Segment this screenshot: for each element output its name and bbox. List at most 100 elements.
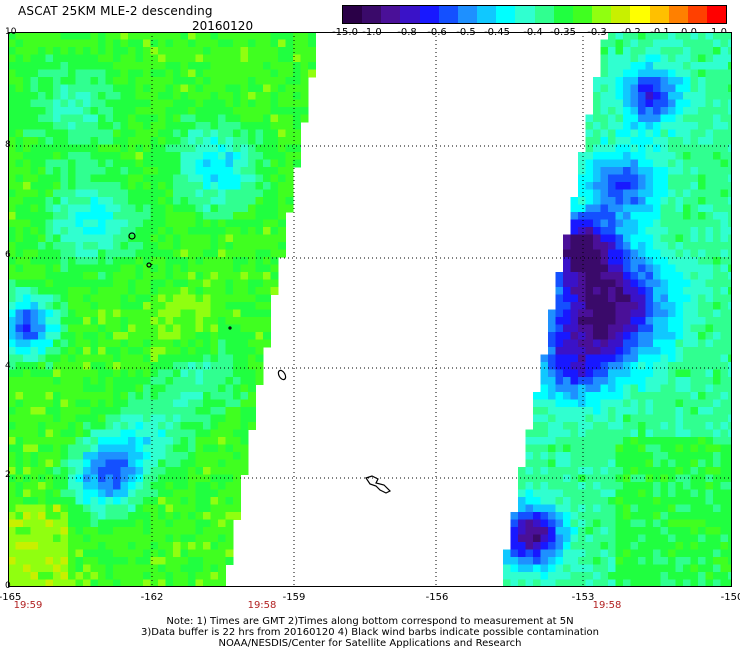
wind-cell (180, 197, 189, 205)
wind-cell (143, 557, 151, 565)
wind-cell (210, 54, 219, 63)
wind-cell (105, 144, 114, 153)
wind-cell (555, 527, 564, 535)
wind-cell (173, 549, 181, 558)
wind-cell (645, 399, 654, 408)
wind-cell (38, 512, 46, 520)
wind-cell (105, 294, 114, 303)
wind-cell (45, 504, 54, 513)
wind-cell (143, 219, 151, 228)
wind-cell (38, 489, 46, 498)
wind-cell (713, 579, 721, 587)
wind-cell (570, 444, 579, 453)
wind-cell (30, 317, 39, 325)
wind-cell (30, 459, 39, 468)
wind-cell (653, 564, 661, 573)
wind-cell (158, 459, 166, 468)
wind-cell (563, 414, 571, 423)
wind-cell (173, 347, 181, 355)
wind-cell (128, 482, 136, 490)
wind-cell (203, 459, 211, 468)
wind-cell (540, 497, 549, 505)
wind-cell (668, 489, 676, 498)
wind-cell (128, 542, 136, 550)
wind-cell (83, 452, 91, 460)
wind-cell (645, 422, 654, 430)
wind-cell (675, 287, 684, 295)
wind-cell (15, 242, 24, 250)
wind-cell (675, 242, 684, 250)
wind-cell (255, 369, 264, 378)
wind-cell (203, 287, 211, 295)
wind-cell (128, 204, 136, 213)
wind-cell (188, 519, 196, 528)
wind-cell (698, 459, 706, 468)
wind-cell (53, 437, 61, 445)
wind-cell (75, 369, 84, 378)
wind-cell (630, 234, 639, 243)
wind-cell (233, 204, 241, 213)
wind-cell (105, 347, 114, 355)
wind-cell (630, 519, 639, 528)
wind-cell (638, 174, 646, 183)
wind-cell (45, 414, 54, 423)
wind-cell (60, 54, 69, 63)
wind-cell (60, 429, 69, 438)
wind-cell (240, 414, 249, 423)
wind-cell (225, 167, 234, 175)
wind-cell (728, 339, 732, 348)
wind-cell (60, 579, 69, 587)
wind-cell (68, 414, 76, 423)
wind-cell (120, 579, 129, 587)
wind-cell (668, 84, 676, 93)
wind-cell (165, 302, 174, 310)
wind-cell (240, 84, 249, 93)
wind-cell (150, 174, 159, 183)
wind-cell (705, 504, 714, 513)
wind-cell (150, 452, 159, 460)
wind-cell (45, 564, 54, 573)
wind-cell (203, 399, 211, 408)
wind-cell (638, 242, 646, 250)
wind-cell (585, 204, 594, 213)
wind-cell (188, 137, 196, 145)
wind-cell (623, 197, 631, 205)
wind-cell (675, 564, 684, 573)
wind-cell (180, 99, 189, 108)
wind-cell (143, 114, 151, 123)
wind-cell (150, 564, 159, 573)
wind-cell (608, 69, 616, 78)
wind-cell (90, 287, 99, 295)
wind-cell (98, 377, 106, 385)
wind-cell (143, 324, 151, 333)
wind-cell (38, 557, 46, 565)
wind-cell (668, 62, 676, 70)
wind-cell (270, 92, 279, 100)
wind-cell (623, 47, 631, 55)
wind-cell (30, 182, 39, 190)
wind-cell (728, 159, 732, 168)
wind-cell (578, 437, 586, 445)
wind-cell (173, 362, 181, 370)
wind-cell (180, 459, 189, 468)
wind-cell (135, 129, 144, 138)
wind-cell (705, 294, 714, 303)
wind-cell (60, 489, 69, 498)
wind-cell (180, 429, 189, 438)
wind-cell (698, 564, 706, 573)
wind-cell (195, 39, 204, 48)
wind-cell (128, 182, 136, 190)
wind-cell (45, 39, 54, 48)
wind-cell (180, 32, 189, 40)
wind-cell (645, 54, 654, 63)
wind-cell (705, 399, 714, 408)
wind-cell (150, 579, 159, 587)
wind-cell (165, 564, 174, 573)
wind-cell (195, 189, 204, 198)
wind-cell (83, 242, 91, 250)
wind-cell (105, 107, 114, 115)
wind-cell (668, 317, 676, 325)
wind-cell (90, 167, 99, 175)
wind-cell (705, 249, 714, 258)
wind-cell (638, 369, 646, 378)
